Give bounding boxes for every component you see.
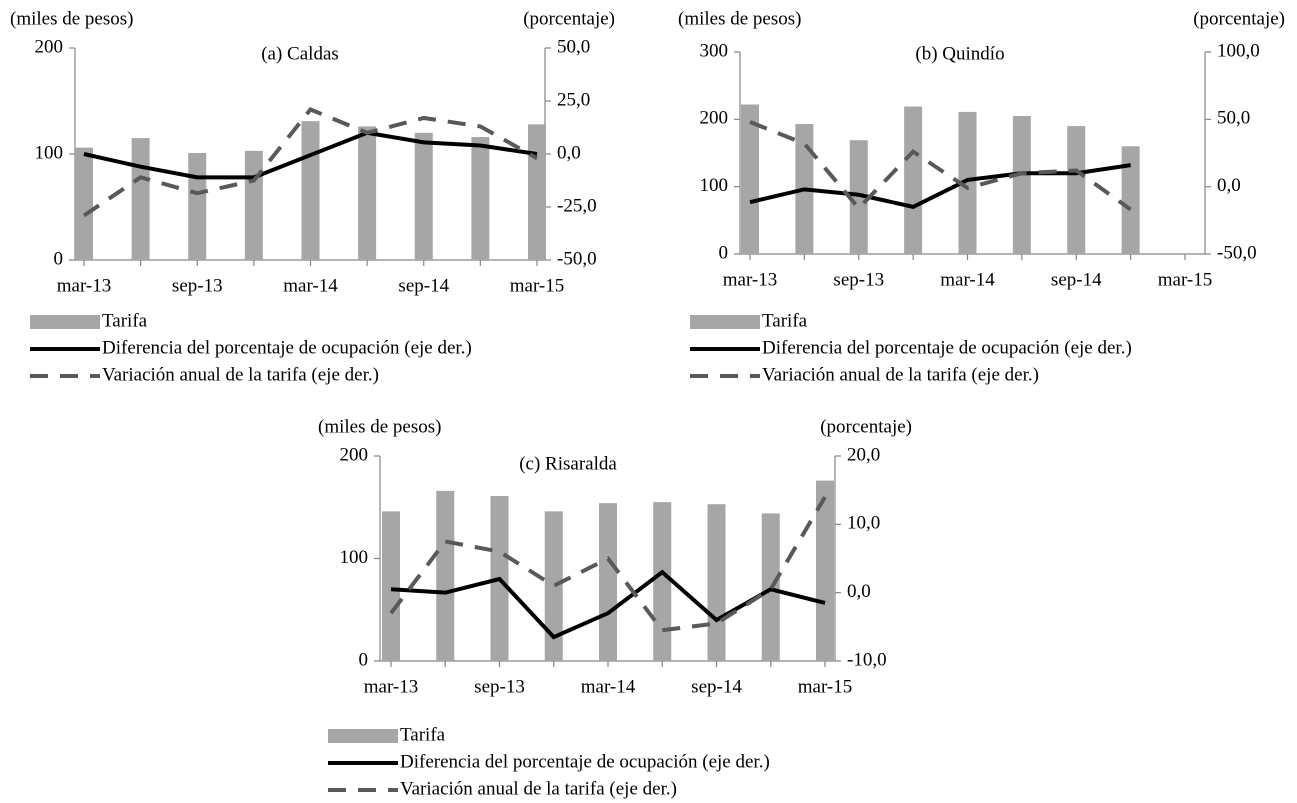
legend-label: Diferencia del porcentaje de ocupación (… xyxy=(102,337,472,358)
line-series xyxy=(749,163,1131,209)
legend-swatch xyxy=(30,315,100,329)
y-tick-label: 100 xyxy=(340,547,369,568)
y2-axis-label: (porcentaje) xyxy=(1193,8,1285,29)
x-tick-label: mar-13 xyxy=(57,275,112,296)
y-tick-label: 300 xyxy=(700,40,729,61)
x-tick-label: sep-14 xyxy=(691,676,742,697)
x-tick-label: mar-15 xyxy=(510,275,565,296)
bar xyxy=(653,502,672,661)
bar xyxy=(471,137,490,260)
y-tick-label: 0 xyxy=(719,242,729,263)
y-tick-label: 100 xyxy=(700,175,729,196)
legend-swatch xyxy=(328,729,398,743)
bar xyxy=(436,490,455,661)
x-tick-label: sep-14 xyxy=(398,275,449,296)
x-tick-label: mar-13 xyxy=(723,269,778,290)
bar xyxy=(816,480,834,661)
legend-label: Tarifa xyxy=(762,310,808,331)
y2-tick-label: 25,0 xyxy=(557,89,590,110)
legend-label: Tarifa xyxy=(102,310,148,331)
y2-axis-label: (porcentaje) xyxy=(523,8,615,29)
x-tick-label: mar-14 xyxy=(940,269,995,290)
bar xyxy=(849,140,868,254)
x-tick-label: mar-14 xyxy=(283,275,338,296)
y2-tick-label: -50,0 xyxy=(1217,242,1257,263)
y-tick-label: 200 xyxy=(35,36,64,57)
legend-label: Diferencia del porcentaje de ocupación (… xyxy=(400,751,770,772)
bar xyxy=(599,503,617,661)
y2-tick-label: 0,0 xyxy=(1217,175,1241,196)
y-tick-label: 200 xyxy=(340,444,369,465)
chart-title: (b) Quindío xyxy=(915,43,1004,64)
line-series xyxy=(82,107,538,218)
y2-tick-label: 0,0 xyxy=(557,142,581,163)
chart-title: (a) Caldas xyxy=(261,43,339,64)
legend-label: Variación anual de la tarifa (eje der.) xyxy=(400,778,677,799)
y2-tick-label: 10,0 xyxy=(847,513,880,534)
y2-tick-label: 50,0 xyxy=(1217,108,1250,129)
x-tick-label: mar-13 xyxy=(364,676,419,697)
bar xyxy=(528,124,546,260)
y2-tick-label: 0,0 xyxy=(847,581,871,602)
y-axis-label: (miles de pesos) xyxy=(318,416,441,437)
y-tick-label: 100 xyxy=(35,142,64,163)
line-series xyxy=(83,130,538,180)
y2-tick-label: -10,0 xyxy=(847,649,887,670)
bar xyxy=(188,152,207,260)
y-tick-label: 0 xyxy=(54,248,64,269)
y-axis-label: (miles de pesos) xyxy=(10,8,133,29)
bar xyxy=(1012,115,1031,254)
x-tick-label: sep-13 xyxy=(172,275,223,296)
bar xyxy=(414,132,433,260)
bar xyxy=(75,147,93,260)
legend-label: Variación anual de la tarifa (eje der.) xyxy=(762,364,1039,385)
legend-label: Diferencia del porcentaje de ocupación (… xyxy=(762,337,1132,358)
bar xyxy=(1121,146,1140,254)
x-tick-label: mar-15 xyxy=(1158,269,1213,290)
bar xyxy=(544,511,563,661)
y2-tick-label: 50,0 xyxy=(557,36,590,57)
bar xyxy=(131,138,150,260)
y2-tick-label: -25,0 xyxy=(557,195,597,216)
y2-axis-label: (porcentaje) xyxy=(820,416,912,437)
y2-tick-label: 20,0 xyxy=(847,444,880,465)
x-tick-label: sep-13 xyxy=(833,269,884,290)
bar xyxy=(358,126,377,260)
y2-tick-label: 100,0 xyxy=(1217,40,1260,61)
bar xyxy=(741,104,759,255)
y-axis-label: (miles de pesos) xyxy=(678,8,801,29)
y-tick-label: 0 xyxy=(359,649,369,670)
x-tick-label: sep-13 xyxy=(474,676,525,697)
x-tick-label: mar-14 xyxy=(581,676,636,697)
bar xyxy=(244,150,263,260)
bar xyxy=(301,121,320,260)
legend-swatch xyxy=(690,315,760,329)
y-tick-label: 200 xyxy=(700,108,729,129)
y2-tick-label: -50,0 xyxy=(557,248,597,269)
bar xyxy=(904,106,923,254)
line-series xyxy=(389,495,827,633)
bar xyxy=(707,504,726,661)
legend-label: Tarifa xyxy=(400,724,446,745)
x-tick-label: sep-14 xyxy=(1051,269,1102,290)
line-series xyxy=(749,120,1132,212)
x-tick-label: mar-15 xyxy=(798,676,853,697)
bar xyxy=(958,111,977,254)
legend-label: Variación anual de la tarifa (eje der.) xyxy=(102,364,379,385)
chart-title: (c) Risaralda xyxy=(519,453,617,474)
bar xyxy=(1067,126,1086,254)
bar xyxy=(382,511,400,661)
